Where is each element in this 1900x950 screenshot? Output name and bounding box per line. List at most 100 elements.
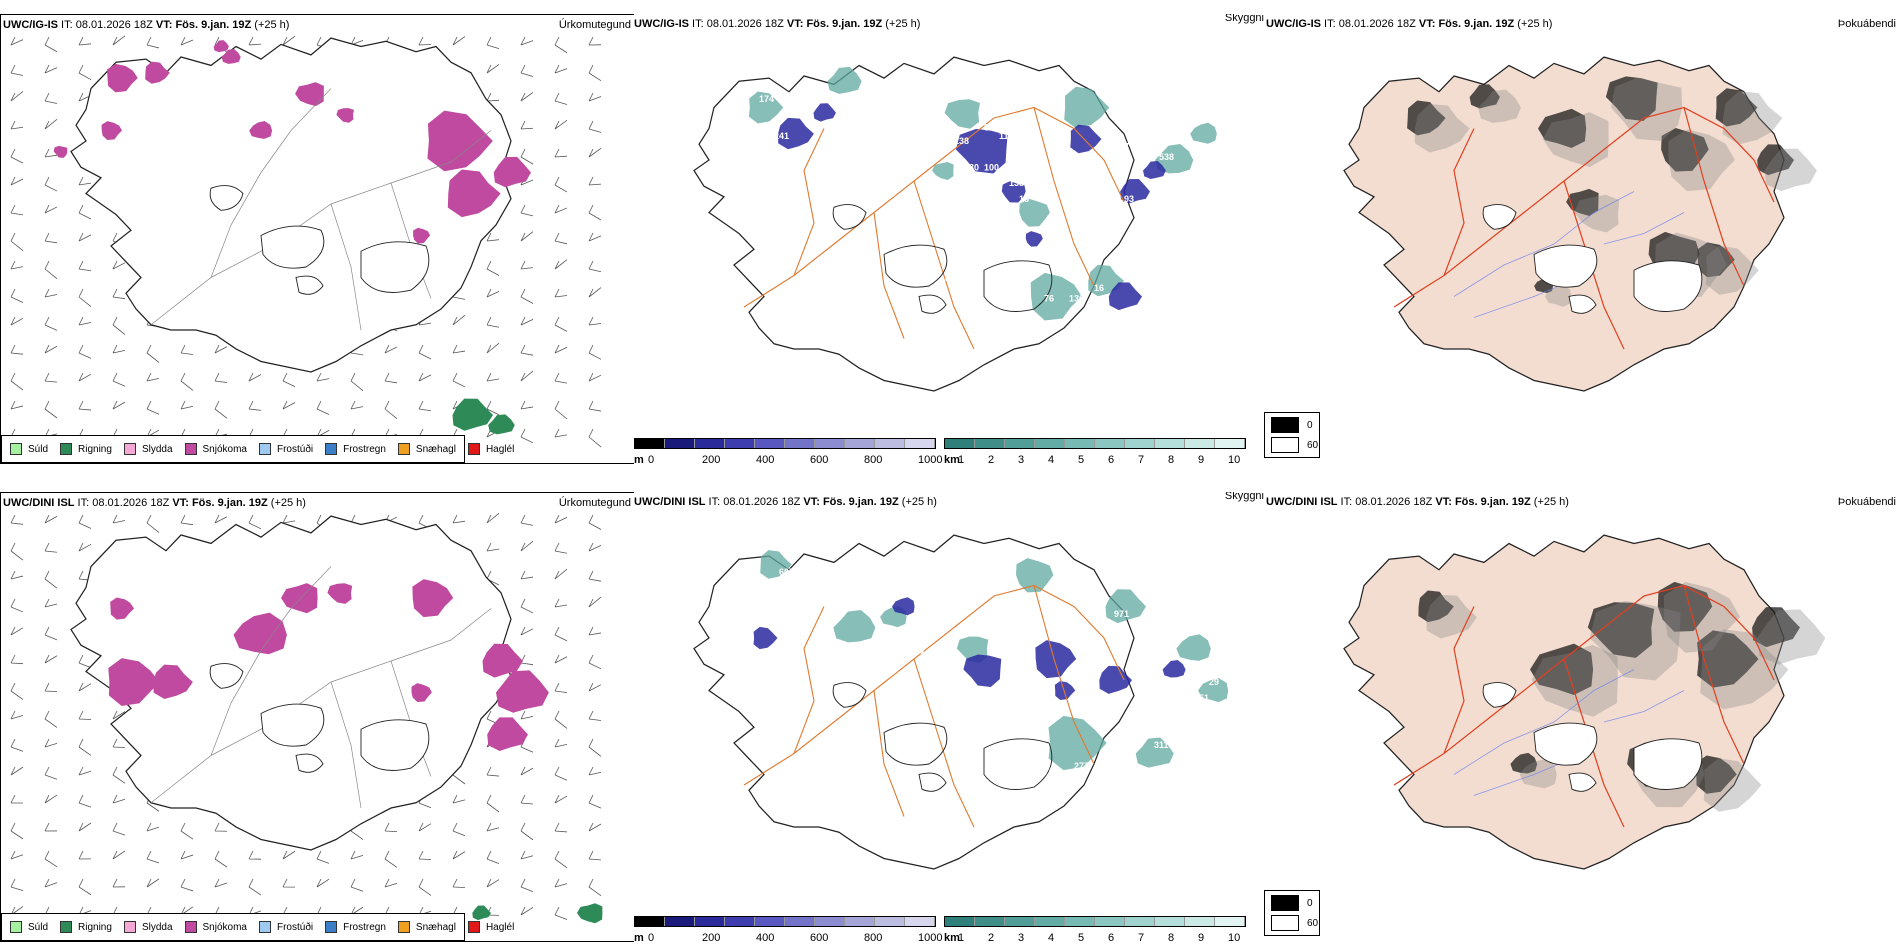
legend-item-frostregn: Frostregn — [325, 921, 386, 933]
wind-barb — [180, 878, 194, 892]
wind-barb — [44, 204, 58, 214]
visibility-value-label: 76 — [1044, 294, 1054, 304]
wind-barb — [588, 822, 602, 832]
road-network — [743, 584, 1125, 828]
legend-label: Frostregn — [343, 443, 386, 455]
visibility-km-colorbar — [944, 916, 1246, 927]
panel-title-fog-indicator: Þokuábendi — [1837, 496, 1896, 508]
legend-swatch — [60, 443, 73, 455]
wind-barb — [554, 288, 568, 298]
legend-item-slydda: Slydda — [123, 921, 173, 933]
wind-barb — [78, 878, 92, 896]
visibility-value-label: 923 — [1184, 724, 1199, 734]
wind-barb — [316, 878, 330, 888]
visibility-m-area — [753, 626, 778, 650]
wind-barb — [44, 626, 58, 641]
wind-barb — [486, 232, 500, 242]
colorbar-segment — [695, 917, 725, 926]
wind-barb — [10, 372, 24, 391]
wind-barb — [520, 878, 534, 892]
wind-barb — [316, 850, 330, 864]
road-line — [743, 584, 1125, 828]
wind-barb — [146, 822, 160, 832]
precip-type-panel: UWC/IG-IS IT: 08.01.2026 18Z VT: Fös. 9.… — [0, 14, 636, 464]
visibility-value-label: 538 — [1159, 152, 1174, 162]
valid-time-value: Fös. 9.jan. 19Z — [1454, 496, 1531, 508]
glacier-outline — [983, 738, 1053, 790]
wind-barb — [554, 654, 568, 664]
legend-label: Haglél — [485, 921, 515, 933]
wind-barb — [350, 400, 364, 410]
wind-barb — [10, 542, 24, 561]
wind-barb — [10, 344, 24, 355]
rain-area — [577, 903, 603, 924]
wind-barb — [214, 400, 228, 419]
snow-area — [153, 664, 193, 700]
legend-label: Snæhagl — [415, 443, 456, 455]
wind-barb — [10, 232, 24, 252]
wind-barb — [112, 400, 126, 410]
visibility-value-label: 203 — [1184, 173, 1199, 183]
wind-barb — [588, 400, 602, 412]
wind-barb — [588, 176, 602, 186]
wind-barb — [418, 344, 432, 360]
wind-barb — [554, 232, 568, 245]
wind-barb — [452, 850, 466, 860]
legend-label: Súld — [28, 921, 49, 933]
fog-moderate-area — [1722, 91, 1783, 145]
wind-barb — [282, 372, 296, 387]
visibility-value-label: 311 — [1154, 740, 1169, 750]
legend-item-frostúði: Frostúði — [258, 443, 313, 455]
visibility-value-label: 971 — [1114, 609, 1129, 619]
colorbar-tick: 600 — [810, 932, 829, 942]
rain-area — [488, 414, 515, 435]
wind-barb — [486, 766, 500, 777]
wind-barb — [520, 288, 534, 304]
snow-area — [427, 110, 493, 172]
colorbar-tick: 7 — [1138, 932, 1145, 942]
wind-barb — [10, 738, 24, 752]
wind-barb — [44, 794, 58, 804]
wind-barb — [112, 260, 126, 270]
visibility-km-area — [833, 609, 876, 643]
wind-barb — [520, 514, 534, 526]
wind-barb — [554, 36, 568, 54]
wind-barb — [78, 64, 92, 81]
wind-barb — [486, 288, 500, 298]
wind-barb — [44, 766, 58, 780]
colorbar-tick: 400 — [756, 932, 775, 942]
colorbar-segment — [845, 917, 875, 926]
iceland-map: 607 47 186 142 309 671 109 421 287 971 109 413 599 92… — [693, 534, 1229, 870]
glacier-outline — [1568, 772, 1597, 792]
fog-indicator-panel: UWC/IG-IS IT: 08.01.2026 18Z VT: Fös. 9.… — [1264, 14, 1900, 464]
wind-barb — [10, 36, 24, 46]
visibility-m-area — [1143, 160, 1166, 180]
visibility-value-label: 33 — [984, 122, 994, 132]
wind-barb — [112, 35, 126, 46]
wind-barb — [10, 260, 24, 270]
wind-barb — [112, 372, 126, 387]
colorbar-segment — [785, 917, 815, 926]
fog-dense-area — [1587, 602, 1655, 658]
valid-time-value: Fös. 9.jan. 19Z — [191, 497, 268, 509]
wind-barb — [10, 288, 24, 303]
wind-barb — [78, 766, 92, 776]
wind-barb — [554, 176, 568, 193]
valid-time-label: VT: — [1415, 18, 1439, 30]
wind-barb — [554, 400, 568, 420]
visibility-km-area — [1135, 737, 1174, 768]
wind-barb — [78, 204, 92, 220]
init-time-value: 08.01.2026 18Z — [92, 497, 170, 509]
wind-barb — [554, 148, 568, 158]
snow-area — [53, 145, 68, 158]
colorbar-tick: 200 — [702, 454, 721, 464]
visibility-value-label: 15 — [1019, 194, 1029, 204]
colorbar-tick: 4 — [1048, 932, 1055, 942]
wind-barb — [520, 400, 534, 410]
glacier-outline — [918, 294, 947, 314]
fog-moderate-area — [1663, 581, 1741, 653]
wind-barb — [112, 288, 126, 300]
wind-barb — [486, 400, 500, 416]
lead-time: (+25 h) — [1530, 496, 1569, 508]
model-name: UWC/DINI ISL — [634, 496, 706, 508]
